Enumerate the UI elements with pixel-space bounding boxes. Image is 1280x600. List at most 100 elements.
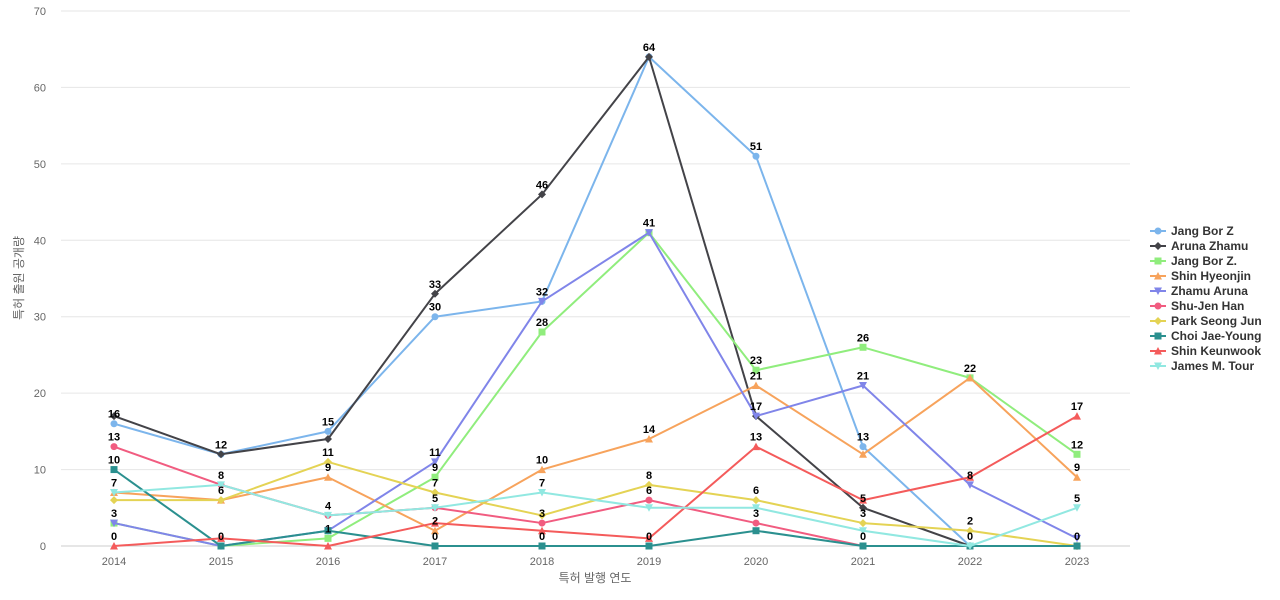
data-point[interactable] (645, 496, 653, 504)
data-point[interactable] (1073, 504, 1081, 512)
data-point[interactable] (752, 366, 760, 374)
legend-item[interactable]: Shin Hyeonjin (1150, 269, 1251, 283)
data-point[interactable] (538, 526, 546, 535)
legend-item[interactable]: Jang Bor Z. (1150, 254, 1237, 268)
data-point[interactable] (538, 542, 546, 550)
series-5 (110, 229, 1081, 550)
data-point[interactable] (645, 52, 653, 61)
legend-label: Aruna Zhamu (1171, 239, 1248, 253)
data-point[interactable] (859, 443, 867, 451)
data-point[interactable] (431, 488, 439, 497)
series-9 (110, 412, 1081, 550)
data-point[interactable] (1073, 412, 1081, 420)
legend-item[interactable]: Shin Keunwook (1150, 344, 1261, 358)
data-point[interactable] (110, 466, 118, 474)
data-point[interactable] (966, 373, 974, 382)
data-point[interactable] (110, 412, 118, 421)
data-label: 7 (539, 478, 545, 490)
data-point[interactable] (645, 504, 653, 512)
data-point[interactable] (110, 420, 118, 428)
data-point[interactable] (431, 473, 439, 481)
data-point[interactable] (110, 496, 118, 505)
data-point[interactable] (645, 229, 653, 237)
data-point[interactable] (324, 427, 332, 435)
data-point[interactable] (538, 297, 546, 306)
data-point[interactable] (859, 450, 867, 458)
data-point[interactable] (752, 152, 760, 160)
data-label: 1 (325, 523, 331, 535)
legend-item[interactable]: Choi Jae-Young (1150, 329, 1261, 343)
data-label: 0 (111, 531, 117, 543)
data-point[interactable] (966, 526, 974, 535)
data-point[interactable] (752, 519, 760, 527)
data-point[interactable] (324, 511, 332, 520)
legend-item[interactable]: Park Seong Jun (1150, 314, 1262, 328)
data-point[interactable] (645, 542, 653, 550)
legend-item[interactable]: Jang Bor Z (1150, 224, 1234, 238)
data-point[interactable] (752, 381, 760, 390)
data-point[interactable] (645, 435, 653, 443)
data-label: 7 (432, 478, 438, 490)
data-point[interactable] (752, 504, 760, 512)
data-point[interactable] (110, 443, 118, 451)
data-point[interactable] (1073, 473, 1081, 481)
legend-item[interactable]: James M. Tour (1150, 359, 1254, 373)
data-point[interactable] (859, 343, 867, 351)
data-point[interactable] (431, 313, 439, 321)
data-point[interactable] (1073, 534, 1081, 543)
data-point[interactable] (752, 496, 760, 505)
data-point[interactable] (859, 496, 867, 504)
data-point[interactable] (431, 458, 439, 466)
data-point[interactable] (859, 527, 867, 535)
data-point[interactable] (859, 382, 867, 390)
legend-item[interactable]: Aruna Zhamu (1150, 239, 1248, 253)
data-point[interactable] (859, 542, 867, 550)
data-point[interactable] (324, 457, 332, 466)
data-point[interactable] (752, 527, 760, 535)
data-point[interactable] (645, 534, 653, 542)
data-point[interactable] (324, 534, 332, 542)
data-point[interactable] (217, 542, 225, 550)
data-point[interactable] (431, 526, 439, 535)
data-label: 0 (646, 531, 652, 543)
data-point[interactable] (110, 519, 118, 528)
data-point[interactable] (217, 481, 225, 489)
data-point[interactable] (538, 511, 546, 520)
data-point[interactable] (859, 519, 867, 528)
data-point[interactable] (752, 442, 760, 451)
data-point[interactable] (431, 519, 439, 527)
data-point[interactable] (431, 289, 439, 298)
y-tick-label: 10 (34, 465, 46, 477)
data-point[interactable] (324, 527, 332, 535)
data-label: 0 (539, 531, 545, 543)
data-point[interactable] (110, 489, 118, 497)
data-point[interactable] (538, 519, 546, 527)
data-point[interactable] (966, 542, 974, 551)
data-point[interactable] (217, 450, 225, 459)
data-point[interactable] (538, 489, 546, 497)
legend-item[interactable]: Shu-Jen Han (1150, 299, 1244, 313)
x-tick-label: 2018 (530, 556, 554, 568)
data-point[interactable] (324, 473, 332, 481)
legend-item[interactable]: Zhamu Aruna (1150, 284, 1248, 298)
data-point[interactable] (538, 465, 546, 474)
data-point[interactable] (859, 503, 867, 512)
data-point[interactable] (324, 542, 332, 550)
data-point[interactable] (110, 542, 118, 550)
data-point[interactable] (1073, 450, 1081, 458)
data-point[interactable] (217, 496, 225, 505)
data-point[interactable] (966, 473, 974, 481)
data-point[interactable] (966, 481, 974, 489)
data-point[interactable] (645, 480, 653, 489)
data-point[interactable] (1073, 542, 1081, 550)
data-label: 0 (967, 531, 973, 543)
legend-label: Jang Bor Z (1171, 224, 1234, 238)
data-point[interactable] (431, 542, 439, 550)
data-point[interactable] (217, 534, 225, 542)
data-point[interactable] (431, 504, 439, 512)
data-point[interactable] (538, 190, 546, 199)
data-point[interactable] (752, 412, 760, 421)
data-point[interactable] (324, 435, 332, 443)
data-point[interactable] (538, 328, 546, 336)
